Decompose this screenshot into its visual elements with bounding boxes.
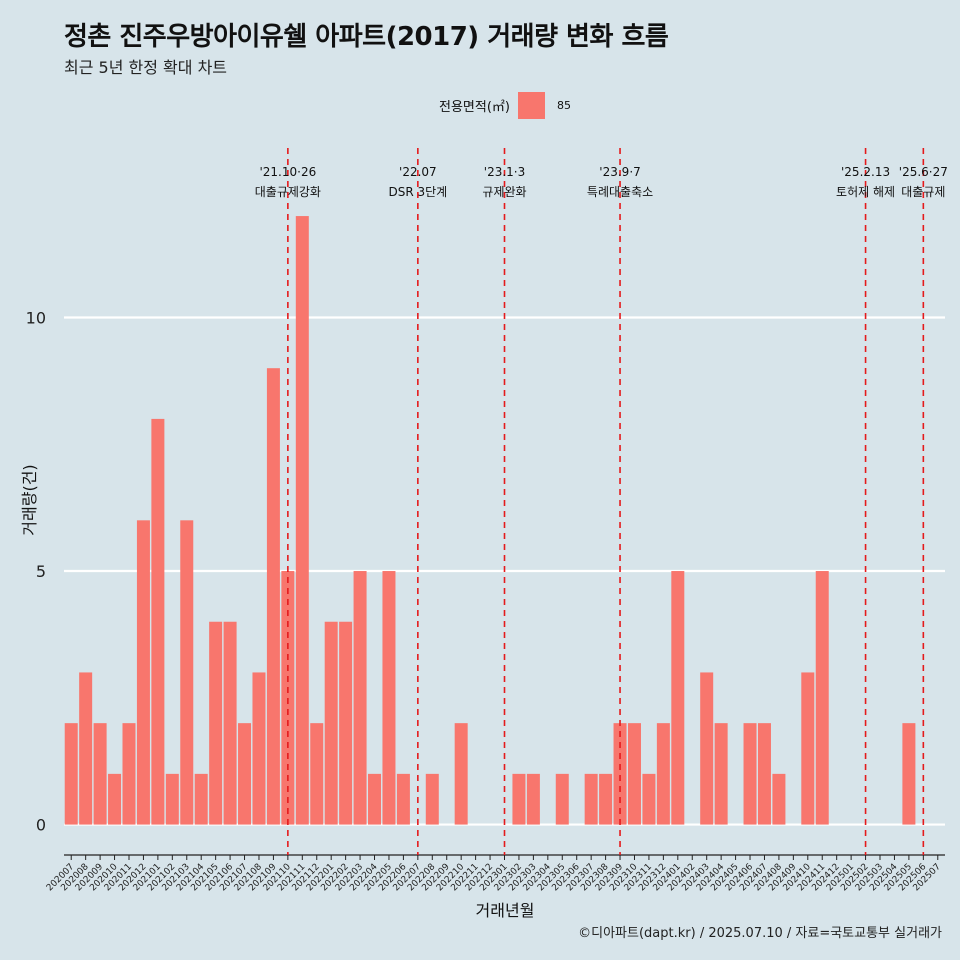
- bar: [324, 621, 338, 825]
- bar: [209, 621, 223, 825]
- bar: [165, 773, 179, 825]
- policy-date-label: '25.2.13: [841, 165, 890, 179]
- y-tick-label: 0: [36, 816, 46, 835]
- bar: [599, 773, 613, 825]
- bar: [79, 672, 93, 825]
- legend-swatch: [517, 92, 545, 119]
- policy-date-label: '21.10·26: [259, 165, 316, 179]
- bar: [64, 723, 78, 825]
- bar: [122, 723, 136, 825]
- bar: [714, 723, 728, 825]
- bar: [151, 418, 165, 825]
- bar: [642, 773, 656, 825]
- policy-event-label: 특례대출축소: [587, 185, 653, 199]
- bar: [671, 571, 685, 825]
- bar: [425, 773, 439, 825]
- bar: [555, 773, 569, 825]
- policy-event-label: 토허제 해제: [836, 185, 895, 199]
- bar: [93, 723, 107, 825]
- bar: [339, 621, 353, 825]
- bar: [584, 773, 598, 825]
- bar: [613, 723, 627, 825]
- legend-title: 전용면적(㎡): [439, 100, 510, 115]
- bar: [252, 672, 266, 825]
- legend-label: 85: [556, 99, 571, 112]
- bar: [627, 723, 641, 825]
- chart-title: 정촌 진주우방아이유쉘 아파트(2017) 거래량 변화 흐름: [64, 22, 669, 52]
- bar: [382, 571, 396, 825]
- bar: [266, 368, 280, 825]
- policy-date-label: '23.9·7: [599, 165, 640, 179]
- bar: [108, 773, 122, 825]
- bar: [136, 520, 150, 825]
- y-axis-label: 거래량(건): [20, 464, 39, 536]
- bar: [295, 216, 309, 825]
- bar: [238, 723, 252, 825]
- bar: [743, 723, 757, 825]
- chart-subtitle: 최근 5년 한정 확대 차트: [64, 58, 228, 77]
- policy-date-label: '22.07: [399, 165, 437, 179]
- bar: [801, 672, 815, 825]
- policy-event-label: 규제완화: [482, 185, 526, 199]
- policy-event-label: 대출규제: [901, 185, 945, 199]
- policy-event-label: 대출규제강화: [255, 185, 321, 199]
- bar: [194, 773, 208, 825]
- bar: [223, 621, 237, 825]
- bar: [454, 723, 468, 825]
- bar: [757, 723, 771, 825]
- bar: [310, 723, 324, 825]
- bar: [281, 571, 295, 825]
- bar: [815, 571, 829, 825]
- policy-date-label: '23.1·3: [484, 165, 525, 179]
- bar: [396, 773, 410, 825]
- policy-date-label: '25.6·27: [899, 165, 948, 179]
- legend: 전용면적(㎡) 85: [0, 92, 960, 119]
- bar: [656, 723, 670, 825]
- bar: [180, 520, 194, 825]
- bar: [772, 773, 786, 825]
- x-axis-label: 거래년월: [475, 901, 535, 920]
- y-tick-label: 10: [26, 308, 46, 327]
- bar: [902, 723, 916, 825]
- bar: [526, 773, 540, 825]
- bar: [512, 773, 526, 825]
- source-caption: ©디아파트(dapt.kr) / 2025.07.10 / 자료=국토교통부 실…: [578, 926, 942, 941]
- bar: [700, 672, 714, 825]
- policy-event-label: DSR 3단계: [388, 185, 447, 199]
- y-tick-label: 5: [36, 562, 46, 581]
- bar: [353, 571, 367, 825]
- bar: [368, 773, 382, 825]
